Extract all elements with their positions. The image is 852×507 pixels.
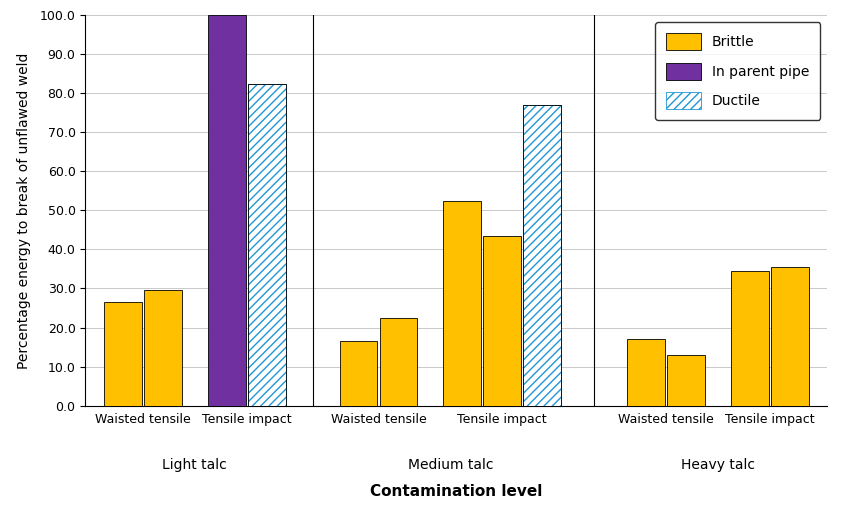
Legend: Brittle, In parent pipe, Ductile: Brittle, In parent pipe, Ductile: [654, 22, 820, 120]
Bar: [248, 84, 285, 406]
Bar: [104, 302, 141, 406]
Bar: [523, 105, 561, 406]
Bar: [483, 236, 521, 406]
Bar: [248, 84, 285, 406]
Text: Light talc: Light talc: [162, 458, 227, 473]
X-axis label: Contamination level: Contamination level: [370, 484, 542, 499]
Bar: [730, 271, 768, 406]
Bar: [666, 355, 704, 406]
Text: Heavy talc: Heavy talc: [680, 458, 754, 473]
Text: Medium talc: Medium talc: [407, 458, 492, 473]
Bar: [443, 201, 481, 406]
Bar: [523, 105, 561, 406]
Bar: [379, 318, 417, 406]
Bar: [339, 341, 377, 406]
Bar: [626, 339, 664, 406]
Bar: [208, 15, 245, 406]
Bar: [144, 291, 181, 406]
Bar: [770, 267, 808, 406]
Y-axis label: Percentage energy to break of unflawed weld: Percentage energy to break of unflawed w…: [17, 52, 32, 369]
